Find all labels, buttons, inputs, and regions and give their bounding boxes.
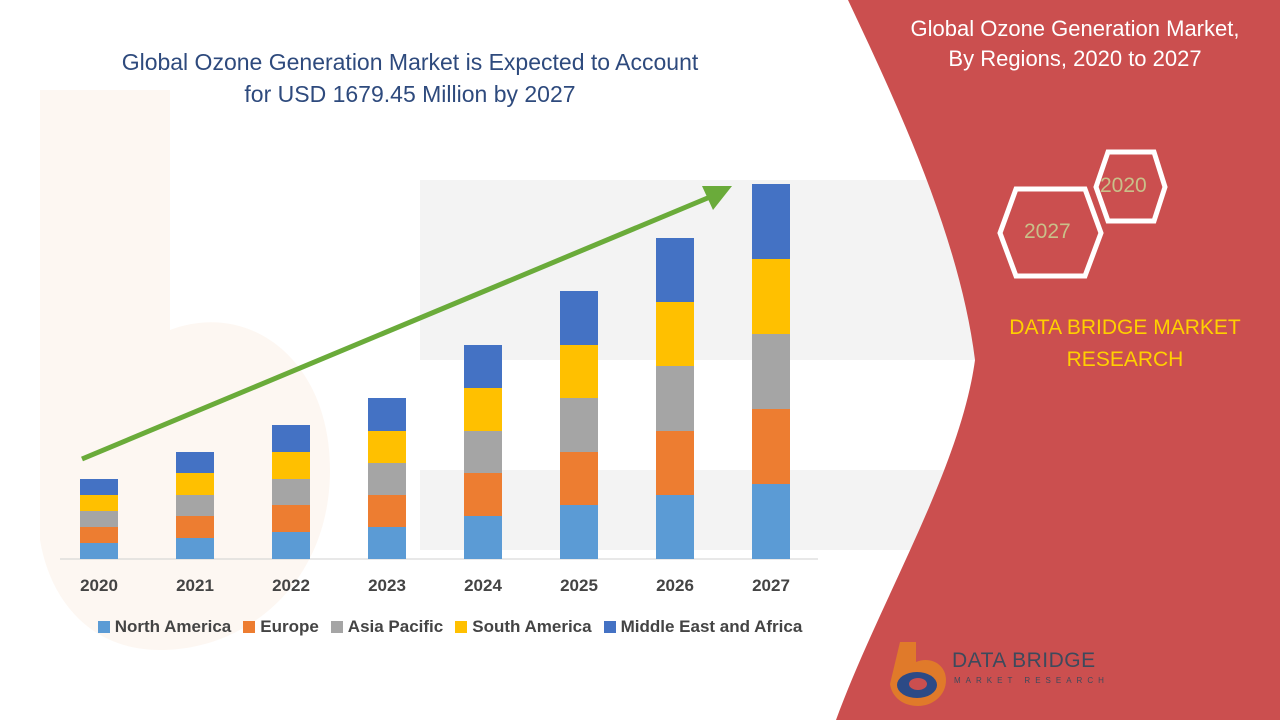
x-tick-label: 2024 [464, 576, 502, 595]
bar-2024-north-america [464, 516, 502, 559]
bar-2027-asia-pacific [752, 334, 790, 409]
legend-item: North America [97, 617, 232, 637]
x-tick-label: 2021 [176, 576, 214, 595]
bar-2027-south-america [752, 259, 790, 334]
bar-2023-asia-pacific [368, 463, 406, 495]
bar-2024-south-america [464, 388, 502, 431]
logo-subtitle: MARKET RESEARCH [954, 676, 1109, 685]
bar-2022-north-america [272, 532, 310, 559]
right-panel [836, 0, 1280, 720]
bar-2024-asia-pacific [464, 431, 502, 473]
bar-2021-north-america [176, 538, 214, 559]
chart-title: Global Ozone Generation Market is Expect… [60, 46, 760, 110]
hex-label-2020: 2020 [1100, 174, 1147, 197]
logo-name: DATA BRIDGE [952, 649, 1096, 672]
legend-label: Asia Pacific [347, 617, 444, 636]
x-tick-label: 2025 [560, 576, 598, 595]
x-tick-label: 2022 [272, 576, 310, 595]
bar-2022-middle-east-and-africa [272, 425, 310, 452]
bar-2020-south-america [80, 495, 118, 511]
panel-title: Global Ozone Generation Market, By Regio… [880, 14, 1270, 74]
bar-2020-north-america [80, 543, 118, 559]
panel-title-line2: By Regions, 2020 to 2027 [948, 46, 1202, 71]
x-tick-label: 2027 [752, 576, 790, 595]
bar-2022-asia-pacific [272, 479, 310, 505]
chart-title-line1: Global Ozone Generation Market is Expect… [121, 49, 699, 75]
bars-layer [80, 184, 790, 559]
bar-2025-asia-pacific [560, 398, 598, 452]
bar-2026-europe [656, 431, 694, 495]
bar-2026-south-america [656, 302, 694, 366]
brand-line2: RESEARCH [1066, 348, 1184, 371]
bar-2026-asia-pacific [656, 366, 694, 431]
x-tick-label: 2026 [656, 576, 694, 595]
bar-2021-south-america [176, 473, 214, 495]
panel-title-line1: Global Ozone Generation Market, [910, 16, 1240, 41]
bar-2023-north-america [368, 527, 406, 559]
bar-2022-europe [272, 505, 310, 532]
bar-2021-middle-east-and-africa [176, 452, 214, 473]
bar-2023-south-america [368, 431, 406, 463]
bar-2020-europe [80, 527, 118, 543]
brand-name: DATA BRIDGE MARKET RESEARCH [980, 312, 1270, 376]
legend-swatch [330, 621, 343, 633]
legend-item: Europe [243, 617, 319, 637]
legend-label: Europe [260, 617, 319, 636]
bar-2025-north-america [560, 505, 598, 559]
bar-2020-middle-east-and-africa [80, 479, 118, 495]
hexagon-2020-icon [1093, 149, 1168, 224]
legend-label: South America [472, 617, 592, 636]
legend-swatch [603, 621, 616, 633]
bar-2023-middle-east-and-africa [368, 398, 406, 431]
bar-2025-south-america [560, 345, 598, 398]
bar-2020-asia-pacific [80, 511, 118, 527]
legend-item: South America [455, 617, 592, 637]
legend-item: Asia Pacific [330, 617, 444, 637]
brand-line1: DATA BRIDGE MARKET [1009, 316, 1241, 339]
chart-title-line2: for USD 1679.45 Million by 2027 [244, 81, 576, 107]
legend: North America Europe Asia Pacific South Ame… [60, 617, 840, 637]
bar-2026-middle-east-and-africa [656, 238, 694, 302]
stacked-bar-chart [60, 184, 818, 560]
bar-2021-europe [176, 516, 214, 538]
x-tick-label: 2020 [80, 576, 118, 595]
bar-2027-europe [752, 409, 790, 484]
logo-mark-icon [890, 642, 946, 706]
bar-2022-south-america [272, 452, 310, 479]
bar-2027-north-america [752, 484, 790, 559]
hex-label-2027: 2027 [1024, 220, 1071, 243]
legend-item: Middle East and Africa [603, 617, 803, 637]
bar-2027-middle-east-and-africa [752, 184, 790, 259]
legend-swatch [455, 621, 468, 633]
legend-swatch [97, 621, 110, 633]
bar-2021-asia-pacific [176, 495, 214, 516]
hexagon-2027-icon [997, 186, 1104, 279]
bar-2025-europe [560, 452, 598, 505]
legend-label: North America [114, 617, 232, 636]
trend-arrow-line [81, 194, 711, 462]
bar-2025-middle-east-and-africa [560, 291, 598, 345]
trend-arrow-head-icon [702, 186, 732, 210]
bar-2023-europe [368, 495, 406, 527]
legend-swatch [243, 621, 256, 633]
bar-2024-europe [464, 473, 502, 516]
x-tick-label: 2023 [368, 576, 406, 595]
bar-2024-middle-east-and-africa [464, 345, 502, 388]
bar-2026-north-america [656, 495, 694, 559]
legend-label: Middle East and Africa [620, 617, 803, 636]
